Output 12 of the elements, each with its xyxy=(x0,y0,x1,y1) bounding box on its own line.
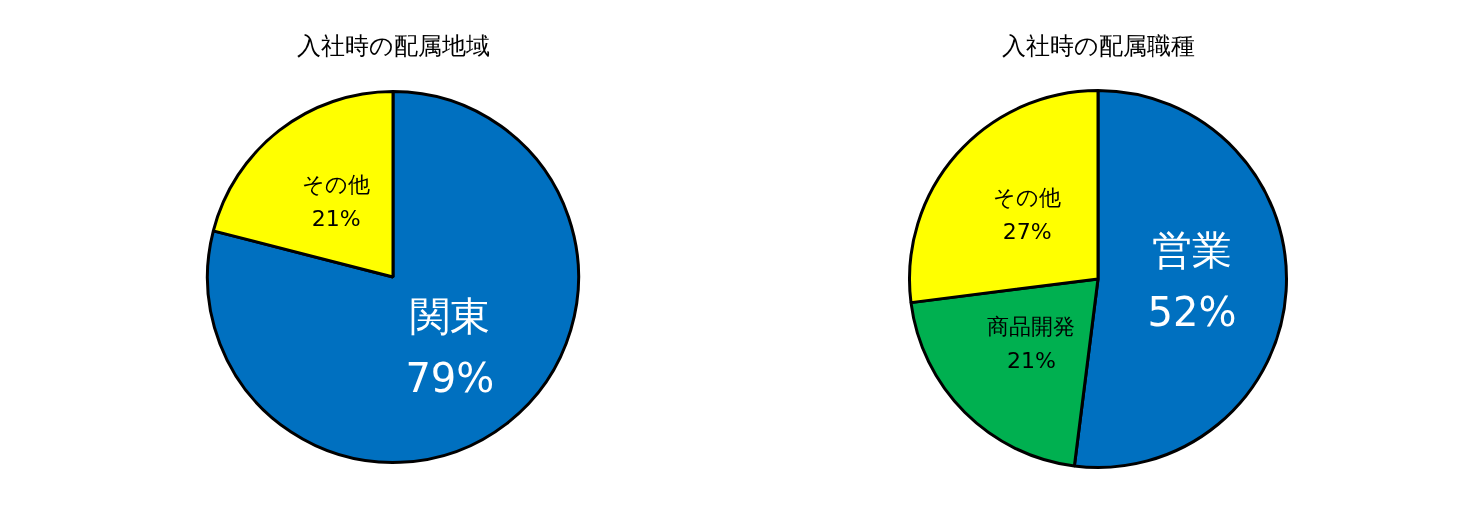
slice-label: その他 xyxy=(302,172,371,198)
chart-title: 入社時の配属地域 xyxy=(296,32,490,61)
data-label: 79% xyxy=(405,354,495,401)
slice-label: 商品開発 xyxy=(987,314,1076,340)
slice-label: その他 xyxy=(993,185,1062,211)
slice-label: 営業 xyxy=(1152,227,1233,274)
data-label: 21% xyxy=(1006,348,1056,374)
data-label: 21% xyxy=(311,206,361,232)
data-label: 27% xyxy=(1002,219,1052,245)
data-label: 52% xyxy=(1147,289,1237,336)
slice-label: 関東 xyxy=(409,292,490,339)
chart-title: 入社時の配属職種 xyxy=(1001,32,1195,61)
